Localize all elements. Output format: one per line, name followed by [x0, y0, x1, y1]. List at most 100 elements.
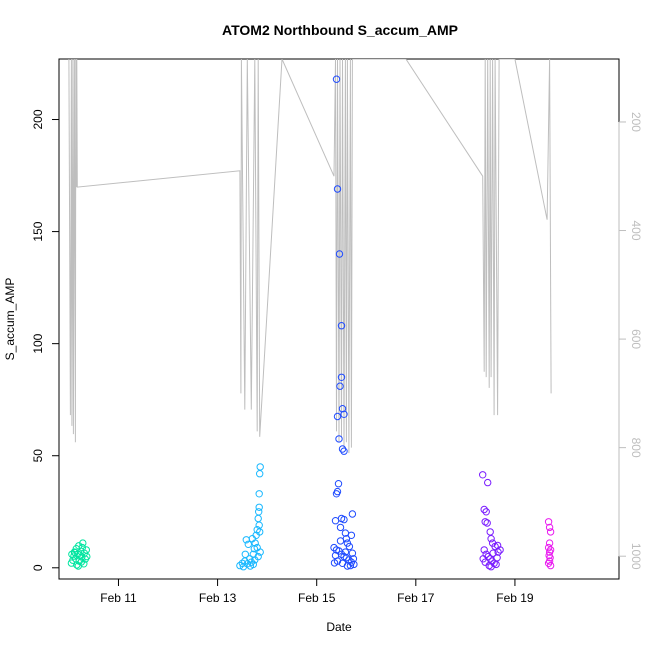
y-axis-label: S_accum_AMP	[3, 278, 17, 361]
data-point	[255, 490, 263, 498]
data-point	[481, 518, 489, 526]
data-point	[493, 554, 501, 562]
data-point	[249, 560, 258, 569]
data-point	[251, 539, 259, 547]
data-point	[256, 463, 264, 471]
data-point	[332, 490, 341, 498]
y-tick-label: 200	[31, 109, 45, 129]
data-point	[332, 75, 341, 83]
data-point	[335, 435, 343, 443]
data-point	[546, 528, 555, 536]
data-point	[336, 382, 344, 390]
data-point	[483, 519, 491, 527]
data-point	[330, 559, 339, 567]
data-point	[255, 503, 263, 511]
data-point	[544, 543, 553, 552]
data-point	[83, 552, 91, 561]
data-point	[340, 410, 348, 418]
data-point	[480, 505, 488, 514]
data-point	[338, 445, 347, 453]
data-point	[480, 546, 488, 554]
data-point	[336, 523, 345, 532]
y-tick-label: 100	[31, 333, 45, 353]
data-point	[546, 561, 555, 570]
data-point	[479, 471, 487, 479]
data-point	[336, 537, 345, 545]
data-point	[545, 548, 554, 556]
data-point	[348, 549, 357, 557]
y-axis: 0 50 100 150 200	[31, 109, 60, 571]
data-point	[333, 412, 342, 421]
data-point	[545, 539, 554, 547]
y2-tick-label: 600	[629, 329, 643, 349]
y2-axis: 200 400 600 800 1000	[618, 112, 643, 570]
data-point	[487, 535, 495, 543]
x-tick-label: Feb 19	[496, 591, 534, 605]
data-point	[244, 540, 253, 548]
data-point	[333, 185, 342, 193]
data-point	[487, 563, 495, 571]
data-point	[334, 480, 343, 488]
y-tick-label: 50	[31, 449, 45, 463]
data-point	[254, 552, 262, 561]
data-point	[486, 555, 494, 563]
data-point	[545, 523, 554, 532]
data-point	[236, 561, 244, 570]
data-point	[340, 515, 348, 524]
y-tick-label: 0	[31, 564, 45, 571]
data-point	[337, 322, 346, 330]
data-point	[255, 521, 263, 529]
data-point	[74, 562, 83, 570]
data-point	[330, 543, 338, 552]
y2-tick-label: 400	[629, 221, 643, 241]
data-point	[341, 548, 350, 556]
data-point	[256, 548, 264, 556]
x-tick-label: Feb 13	[199, 591, 237, 605]
data-point	[494, 548, 502, 556]
data-point	[70, 548, 79, 556]
secondary-series-line	[68, 59, 552, 454]
data-point	[348, 510, 357, 518]
x-tick-label: Feb 15	[298, 591, 336, 605]
data-point	[331, 517, 340, 525]
y2-tick-label: 800	[629, 438, 643, 458]
data-point	[486, 528, 494, 536]
x-axis-label: Date	[326, 620, 352, 634]
points-layer	[67, 75, 555, 571]
secondary-series-layer	[68, 59, 552, 454]
data-point	[68, 550, 76, 558]
data-point	[485, 561, 493, 570]
data-point	[346, 561, 355, 570]
data-point	[544, 559, 553, 567]
data-point	[255, 508, 263, 516]
data-point	[489, 549, 497, 557]
data-point	[253, 526, 261, 534]
y-tick-label: 150	[31, 221, 45, 241]
chart-title: ATOM2 Northbound S_accum_AMP	[222, 22, 458, 38]
data-point	[241, 550, 250, 558]
data-point	[349, 555, 358, 563]
data-point	[238, 559, 247, 567]
data-point	[345, 542, 354, 551]
y2-tick-label: 200	[629, 112, 643, 132]
data-point	[343, 562, 352, 570]
data-point	[246, 555, 254, 563]
data-point	[335, 250, 344, 258]
data-point	[340, 447, 348, 455]
data-point	[256, 470, 264, 478]
x-tick-label: Feb 17	[397, 591, 435, 605]
y2-tick-label: 1000	[629, 543, 643, 570]
data-point	[254, 514, 262, 523]
data-point	[484, 552, 492, 561]
data-point	[496, 546, 504, 554]
data-point	[479, 555, 487, 563]
data-point	[544, 518, 553, 526]
data-point	[342, 554, 351, 562]
data-point	[337, 373, 346, 381]
data-point	[79, 539, 87, 547]
x-tick-label: Feb 11	[100, 591, 137, 605]
data-point	[482, 508, 490, 516]
data-point	[78, 543, 87, 552]
data-point	[347, 531, 356, 539]
